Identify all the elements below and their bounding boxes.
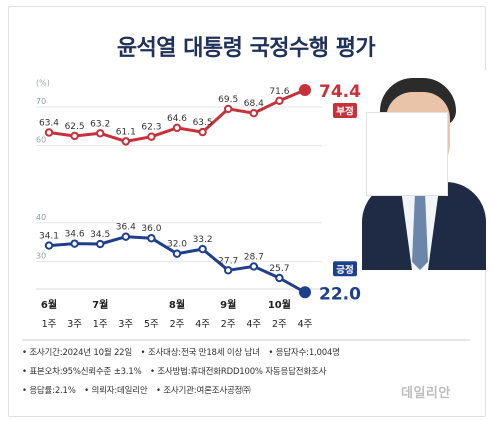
data-label: 62.3 xyxy=(141,123,161,133)
data-label: 63.5 xyxy=(193,118,213,128)
notes-row-2: • 표본오차:95%신뢰수준 ±3.1% • 조사방법:휴대전화RDD100% … xyxy=(22,363,462,382)
data-point xyxy=(198,127,207,137)
data-label: 28.7 xyxy=(244,252,264,262)
data-point xyxy=(70,131,79,141)
data-point xyxy=(275,273,284,283)
x-week-label: 2주 xyxy=(272,319,287,330)
data-label: 34.1 xyxy=(39,232,59,242)
x-week-label: 1주 xyxy=(93,319,108,330)
note-item: • 응답률:2.1% xyxy=(22,386,76,396)
series-badge-label: 긍정 xyxy=(336,264,353,276)
x-week-label: 4주 xyxy=(195,319,210,330)
data-point xyxy=(198,244,207,254)
data-point xyxy=(121,232,131,241)
note-item: • 응답자수:1,004명 xyxy=(268,348,340,358)
note-item: • 의뢰자:데일리안 xyxy=(84,386,148,396)
x-week-label: 2주 xyxy=(221,319,236,330)
note-item: • 조사대상:전국 만18세 이상 남녀 xyxy=(140,348,261,358)
data-point xyxy=(299,84,311,97)
survey-notes: • 조사기간:2024년 10월 22일 • 조사대상:전국 만18세 이상 남… xyxy=(22,344,462,401)
x-week-label: 2주 xyxy=(170,319,185,330)
data-label: 34.5 xyxy=(90,230,110,240)
x-month-label: 8월 xyxy=(169,299,185,311)
end-value-label: 22.0 xyxy=(319,284,361,304)
notes-row-1: • 조사기간:2024년 10월 22일 • 조사대상:전국 만18세 이상 남… xyxy=(22,344,462,363)
y-tick-label: 70 xyxy=(36,97,46,106)
note-item: • 조사방법:휴대전화RDD100% 자동응답전화조사 xyxy=(149,367,327,377)
data-label: 61.1 xyxy=(116,127,136,137)
data-label: 63.2 xyxy=(90,119,110,129)
y-tick-label: 30 xyxy=(36,251,46,260)
data-point xyxy=(96,239,105,249)
data-point xyxy=(249,108,259,118)
note-item: • 조사기관:여론조사공정㈜ xyxy=(156,386,251,396)
data-point xyxy=(44,241,54,250)
data-label: 32.0 xyxy=(167,240,187,250)
x-week-label: 4주 xyxy=(298,319,313,330)
x-week-label: 1주 xyxy=(42,319,57,330)
notes-row-3: • 응답률:2.1% • 의뢰자:데일리안 • 조사기관:여론조사공정㈜ xyxy=(22,382,462,401)
data-label: 69.5 xyxy=(218,95,238,105)
series-badge-bg xyxy=(333,103,357,119)
end-value-label: 74.4 xyxy=(319,82,361,102)
data-point xyxy=(172,249,182,258)
data-label: 25.7 xyxy=(269,264,289,274)
x-week-label: 3주 xyxy=(118,319,133,330)
x-month-label: 6월 xyxy=(41,299,57,311)
data-label: 62.5 xyxy=(65,122,85,132)
data-label: 34.6 xyxy=(65,230,85,240)
series-badge-bg xyxy=(333,261,357,277)
data-point xyxy=(224,104,233,114)
data-label: 27.7 xyxy=(218,256,238,266)
note-item: • 조사기간:2024년 10월 22일 xyxy=(22,348,132,358)
data-point xyxy=(147,234,156,243)
x-month-label: 7월 xyxy=(92,299,108,311)
x-week-label: 5주 xyxy=(144,319,159,330)
y-axis-unit: (%) xyxy=(36,78,50,87)
x-month-label: 9월 xyxy=(220,299,236,311)
data-point xyxy=(224,266,233,275)
y-tick-label: 60 xyxy=(36,136,46,145)
x-week-label: 4주 xyxy=(246,319,261,330)
data-point xyxy=(147,132,156,141)
data-label: 68.4 xyxy=(244,99,264,109)
data-label: 36.4 xyxy=(116,223,136,233)
data-label: 36.0 xyxy=(141,224,161,234)
chart-title: 윤석열 대통령 국정수행 평가 xyxy=(116,36,376,61)
face-blur-box xyxy=(366,112,448,196)
data-point xyxy=(44,128,54,137)
data-label: 63.4 xyxy=(39,118,59,128)
x-week-label: 3주 xyxy=(67,319,82,330)
data-label: 33.2 xyxy=(193,235,213,245)
data-point xyxy=(121,137,131,146)
data-point xyxy=(96,129,105,138)
data-point xyxy=(172,123,182,133)
data-label: 71.6 xyxy=(269,87,289,97)
x-month-label: 10월 xyxy=(268,299,291,311)
data-point xyxy=(249,262,259,271)
data-point xyxy=(299,286,311,299)
data-point xyxy=(70,239,79,248)
data-label: 64.6 xyxy=(167,114,187,124)
publisher-watermark: 데일리안 xyxy=(401,386,451,401)
series-badge-label: 부정 xyxy=(336,106,353,118)
data-point xyxy=(275,96,284,106)
note-item: • 표본오차:95%신뢰수준 ±3.1% xyxy=(22,367,142,377)
y-tick-label: 40 xyxy=(36,213,46,222)
